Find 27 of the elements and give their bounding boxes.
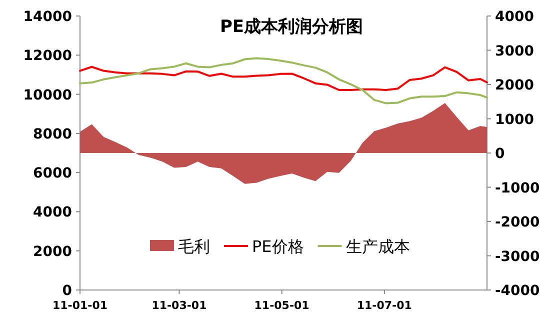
y-tick-label: 2000	[33, 244, 72, 260]
y2-tick-label: 3000	[495, 43, 534, 60]
y-tick-label: 6000	[33, 166, 72, 182]
x-tick-label: 11-05-01	[254, 299, 310, 312]
line-series	[79, 66, 488, 91]
x-tick-label: 11-07-01	[356, 299, 412, 312]
y2-tick-label: 1000	[495, 112, 534, 128]
y2-tick-label: 4000	[495, 9, 534, 25]
y-tick-label: 14000	[23, 9, 72, 25]
y2-tick-label: 0	[495, 146, 505, 162]
legend-label: 生产成本	[346, 237, 410, 256]
y-tick-label: 4000	[33, 204, 72, 221]
legend-label: PE价格	[252, 237, 304, 256]
y2-tick-label: -2000	[495, 214, 540, 230]
y2-tick-label: -4000	[495, 283, 540, 299]
y-tick-label: 0	[62, 283, 72, 299]
line-series	[79, 57, 488, 104]
y-tick-label: 10000	[23, 87, 72, 104]
y2-tick-label: -1000	[495, 180, 540, 196]
y2-tick-label: -3000	[495, 248, 540, 265]
x-tick-label: 11-03-01	[152, 299, 207, 312]
y2-tick-label: 2000	[495, 78, 534, 94]
chart-title: PE成本利润分析图	[220, 17, 364, 37]
y-tick-label: 12000	[23, 48, 72, 64]
y-tick-label: 8000	[33, 126, 72, 142]
x-tick-label: 11-01-01	[52, 299, 108, 312]
legend-label: 毛利	[178, 237, 210, 256]
